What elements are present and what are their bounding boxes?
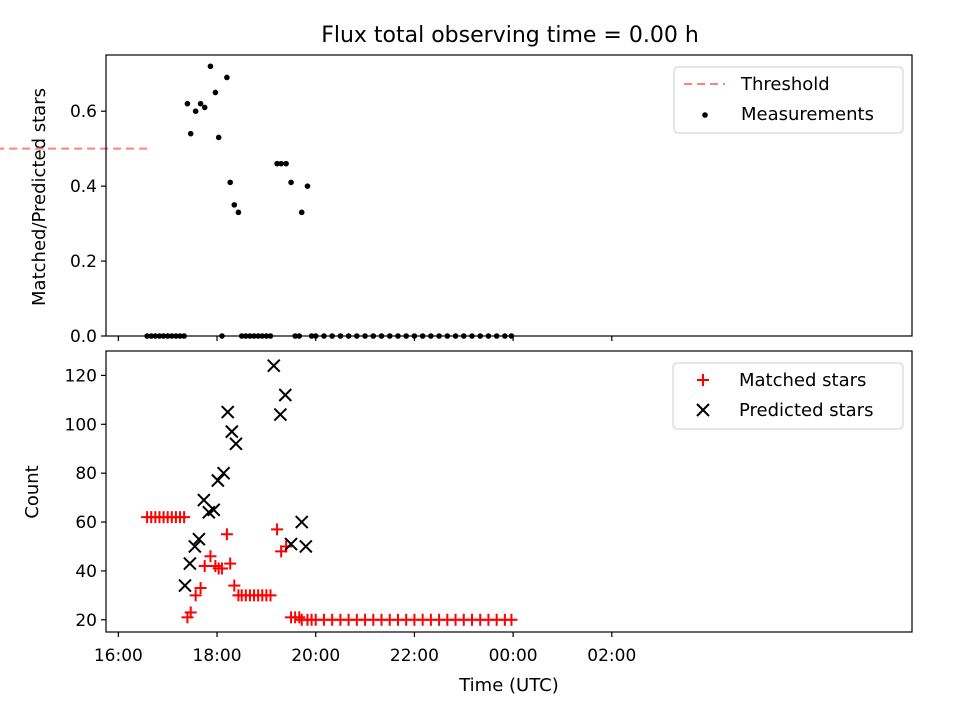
top-y-axis-label: Matched/Predicted stars	[29, 88, 50, 306]
bottom-plot-frame	[105, 350, 913, 633]
figure-title: Flux total observing time = 0.00 h	[321, 23, 699, 48]
measurement-point	[278, 160, 284, 167]
measurement-point	[192, 108, 199, 114]
predicted-star-point	[207, 503, 221, 517]
measurements-legend-label: Measurements	[741, 104, 874, 125]
predicted-star-point	[295, 515, 309, 529]
y-tick-label: 0.4	[70, 177, 97, 197]
predicted-star-point	[267, 358, 281, 373]
top-plot-frame	[105, 54, 913, 337]
predicted-star-point	[216, 466, 231, 480]
top-legend-box	[673, 66, 904, 134]
y-tick-label: 100	[65, 415, 97, 435]
y-tick-label: 0.0	[70, 327, 97, 347]
x-tick-label: 22:00	[390, 646, 439, 666]
measurement-point	[215, 134, 222, 141]
measurement-point	[187, 130, 194, 137]
measurement-point	[207, 63, 214, 70]
predicted-stars-legend-marker	[696, 403, 710, 417]
measurement-point	[184, 100, 191, 107]
predicted-star-point	[211, 473, 225, 488]
x-tick-label: 20:00	[291, 646, 340, 666]
matched-stars-legend-marker	[697, 374, 709, 386]
y-tick-label: 80	[75, 464, 97, 484]
x-tick-label: 02:00	[587, 646, 636, 666]
matched-star-point	[204, 550, 217, 563]
x-axis-label: Time (UTC)	[458, 675, 559, 696]
measurement-point	[201, 104, 208, 111]
measurement-point	[227, 179, 233, 186]
matched-star-point	[264, 589, 277, 602]
predicted-star-point	[188, 539, 202, 554]
matched-star-point	[280, 540, 293, 553]
matched-star-point	[271, 523, 284, 536]
predicted-star-point	[225, 424, 239, 439]
bottom-legend-box	[672, 362, 904, 430]
matched-star-point	[215, 562, 228, 575]
measurement-point	[197, 100, 204, 107]
matched-star-point	[228, 579, 241, 592]
predicted-star-point	[183, 556, 197, 571]
predicted-star-point	[273, 407, 288, 422]
matched-star-point	[293, 611, 306, 624]
matched-star-point	[224, 557, 237, 570]
threshold-legend-label: Threshold	[740, 74, 830, 95]
predicted-star-point	[229, 437, 243, 451]
top-y-ticks: 0.0 0.2 0.4 0.6	[70, 102, 106, 347]
matched-star-point	[178, 511, 191, 524]
measurement-point	[288, 179, 294, 186]
top-axes: Matched/Predicted stars 0.0 0.2 0.4 0.6 Thr…	[0, 54, 913, 347]
y-tick-label: 40	[75, 562, 97, 582]
bottom-axes: Count 20 40 60 80 100 120 16:00 18:00 20:00 22:0…	[22, 350, 913, 666]
measurement-point	[274, 160, 280, 167]
predicted-star-point	[284, 537, 298, 551]
bottom-y-axis-label: Count	[22, 465, 43, 518]
predicted-star-point	[278, 388, 293, 402]
matched-star-point	[220, 528, 233, 541]
measurement-point	[298, 209, 305, 216]
measurement-point	[283, 160, 289, 167]
matched-star-point	[184, 606, 197, 619]
y-tick-label: 60	[75, 513, 97, 533]
top-legend: Threshold Measurements	[673, 66, 904, 134]
bottom-points	[141, 358, 518, 626]
x-tick-label: 00:00	[489, 646, 538, 666]
matched-star-point	[505, 613, 518, 626]
y-tick-label: 20	[75, 611, 97, 631]
bottom-y-ticks: 20 40 60 80 100 120	[65, 366, 106, 631]
y-tick-label: 120	[65, 366, 97, 386]
measurement-point	[224, 74, 230, 81]
measurement-point	[231, 202, 238, 208]
matched-star-point	[198, 560, 211, 573]
predicted-star-point	[192, 532, 206, 546]
measurements-legend-marker	[702, 112, 708, 118]
measurement-point	[304, 183, 311, 189]
x-tick-label: 16:00	[94, 646, 143, 666]
predicted-star-point	[178, 578, 192, 593]
bottom-x-ticks: 16:0018:0020:0022:0000:0002:0004:0006:00…	[94, 632, 636, 666]
predicted-star-point	[221, 405, 235, 419]
measurement-point	[235, 209, 242, 216]
measurement-point	[212, 89, 219, 96]
matched-star-point	[189, 589, 202, 602]
matched-stars-legend-label: Matched stars	[739, 370, 866, 391]
bottom-legend: Matched stars Predicted stars	[672, 362, 904, 430]
x-tick-label: 18:00	[193, 646, 242, 666]
predicted-stars-legend-label: Predicted stars	[739, 400, 873, 421]
predicted-star-point	[299, 539, 313, 554]
y-tick-label: 0.2	[70, 252, 97, 272]
y-tick-label: 0.6	[70, 102, 97, 122]
matched-star-point	[194, 582, 207, 595]
